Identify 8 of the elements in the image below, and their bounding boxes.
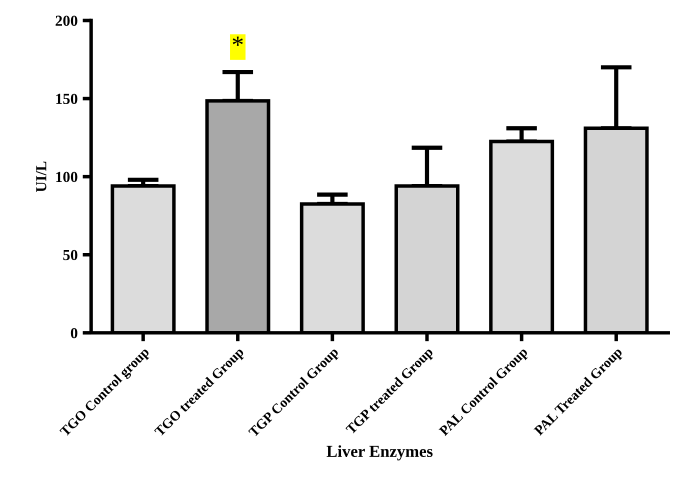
annotation: * xyxy=(232,36,243,46)
y-tick-label: 50 xyxy=(63,250,78,260)
x-axis-title: Liver Enzymes xyxy=(326,445,433,460)
y-tick-label: 150 xyxy=(56,94,78,104)
y-tick-label: 100 xyxy=(56,172,78,182)
y-tick-label: 200 xyxy=(56,16,78,26)
y-tick-label: 0 xyxy=(70,328,78,338)
y-axis-title: UI/L xyxy=(36,162,46,192)
